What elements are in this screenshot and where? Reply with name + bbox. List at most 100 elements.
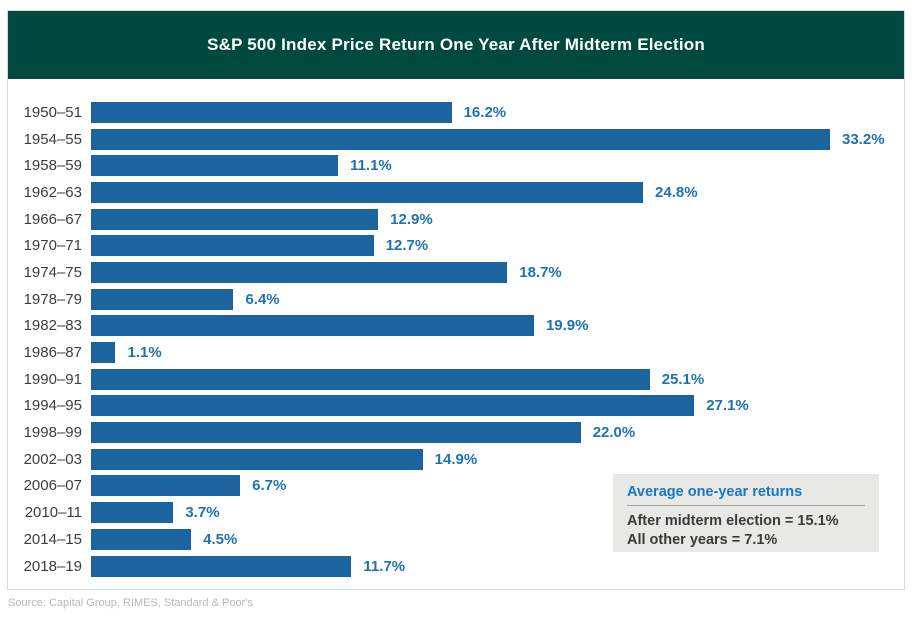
bar-track: 4.5% (91, 528, 894, 550)
value-label: 14.9% (434, 450, 478, 468)
bar-track: 6.7% (91, 475, 894, 497)
year-label: 1950–51 (23, 103, 82, 121)
value-label: 16.2% (463, 103, 507, 121)
value-label: 19.9% (545, 317, 589, 335)
value-label: 33.2% (842, 130, 885, 148)
year-label: 1962–63 (23, 183, 82, 201)
average-after-midterm: After midterm election = 15.1% (627, 513, 839, 529)
bar (91, 395, 695, 417)
year-label: 2010–11 (24, 504, 82, 522)
bar-track: 27.1% (91, 395, 894, 417)
year-label: 1970–71 (23, 237, 82, 255)
year-label: 2014–15 (23, 530, 82, 548)
bar-track: 6.4% (91, 288, 894, 310)
bar-row: 2010–11 3.7% (18, 499, 894, 526)
chart-container: S&P 500 Index Price Return One Year Afte… (7, 10, 905, 590)
year-label: 1982–83 (23, 317, 82, 335)
bar (91, 288, 234, 310)
bar-row: 1994–95 27.1% (18, 393, 894, 420)
bar-track: 19.9% (91, 315, 894, 337)
year-label: 1990–91 (23, 370, 82, 388)
bar-row: 1954–55 33.2% (18, 126, 894, 153)
bar-row: 1974–75 18.7% (18, 259, 894, 286)
bar-track: 11.1% (91, 155, 894, 177)
year-label: 2018–19 (23, 557, 82, 575)
year-label: 1998–99 (23, 424, 82, 442)
bar-row: 1962–63 24.8% (18, 179, 894, 206)
bar-row: 1966–67 12.9% (18, 206, 894, 233)
bar (91, 208, 379, 230)
year-label: 1974–75 (23, 263, 82, 281)
bar-row: 1958–59 11.1% (18, 152, 894, 179)
bar-row: 2018–19 11.7% (18, 553, 894, 580)
value-label: 12.9% (390, 210, 433, 228)
average-all-other-years: All other years = 7.1% (627, 532, 778, 548)
bar (91, 315, 534, 337)
bar-chart-plot-area: 1950–51 16.2% 1954–55 33.2% 1958–59 11.1% 1962… (18, 99, 894, 579)
bar (91, 502, 174, 524)
bar-row: 2014–15 4.5% (18, 526, 894, 553)
bar (91, 342, 116, 364)
bar (91, 181, 644, 203)
bar (91, 368, 650, 390)
bar-track: 14.9% (91, 448, 894, 470)
bar (91, 555, 352, 577)
bar-track: 12.9% (91, 208, 894, 230)
value-label: 11.1% (350, 157, 392, 175)
bar (91, 448, 423, 470)
value-label: 27.1% (706, 397, 749, 415)
year-label: 1986–87 (23, 344, 82, 362)
value-label: 22.0% (592, 424, 636, 442)
bar-row: 1978–79 6.4% (18, 286, 894, 313)
bar-row: 1982–83 19.9% (18, 313, 894, 340)
year-label: 2006–07 (23, 477, 82, 495)
bar-track: 3.7% (91, 502, 894, 524)
value-label: 25.1% (661, 370, 705, 388)
bar-track: 33.2% (91, 128, 894, 150)
bar-row: 1970–71 12.7% (18, 232, 894, 259)
value-label: 12.7% (385, 237, 429, 255)
year-label: 1994–95 (23, 397, 82, 415)
year-label: 1958–59 (23, 157, 82, 175)
value-label: 11.7% (363, 557, 406, 575)
value-label: 6.4% (245, 290, 280, 308)
value-label: 3.7% (185, 504, 220, 522)
chart-title: S&P 500 Index Price Return One Year Afte… (207, 35, 705, 54)
bar (91, 528, 192, 550)
bar-track: 1.1% (91, 342, 894, 364)
year-label: 1978–79 (23, 290, 82, 308)
bar-row: 2002–03 14.9% (18, 446, 894, 473)
year-label: 1954–55 (23, 130, 82, 148)
bar (91, 101, 452, 123)
source-attribution: Source: Capital Group, RIMES, Standard &… (8, 597, 253, 609)
bar-track: 18.7% (91, 261, 894, 283)
bar-track: 16.2% (91, 101, 894, 123)
bar-track: 12.7% (91, 235, 894, 257)
bar-row: 1990–91 25.1% (18, 366, 894, 393)
bar-track: 22.0% (91, 422, 894, 444)
value-label: 4.5% (203, 530, 238, 548)
bar (91, 155, 339, 177)
year-label: 1966–67 (23, 210, 82, 228)
bar-track: 24.8% (91, 181, 894, 203)
value-label: 24.8% (655, 183, 698, 201)
value-label: 18.7% (519, 263, 562, 281)
bar-row: 1950–51 16.2% (18, 99, 894, 126)
chart-title-bar: S&P 500 Index Price Return One Year Afte… (8, 11, 904, 79)
value-label: 1.1% (127, 344, 162, 362)
bar-row: 1986–87 1.1% (18, 339, 894, 366)
bar-row: 1998–99 22.0% (18, 419, 894, 446)
bar (91, 422, 581, 444)
bar (91, 128, 830, 150)
bar-track: 25.1% (91, 368, 894, 390)
average-returns-box: Average one-year returns After midterm e… (613, 474, 879, 552)
bar-row: 2006–07 6.7% (18, 473, 894, 500)
bar (91, 261, 508, 283)
bar (91, 235, 374, 257)
bar (91, 475, 241, 497)
bar-track: 11.7% (91, 555, 894, 577)
average-returns-title: Average one-year returns (627, 484, 865, 506)
value-label: 6.7% (252, 477, 287, 495)
year-label: 2002–03 (23, 450, 82, 468)
